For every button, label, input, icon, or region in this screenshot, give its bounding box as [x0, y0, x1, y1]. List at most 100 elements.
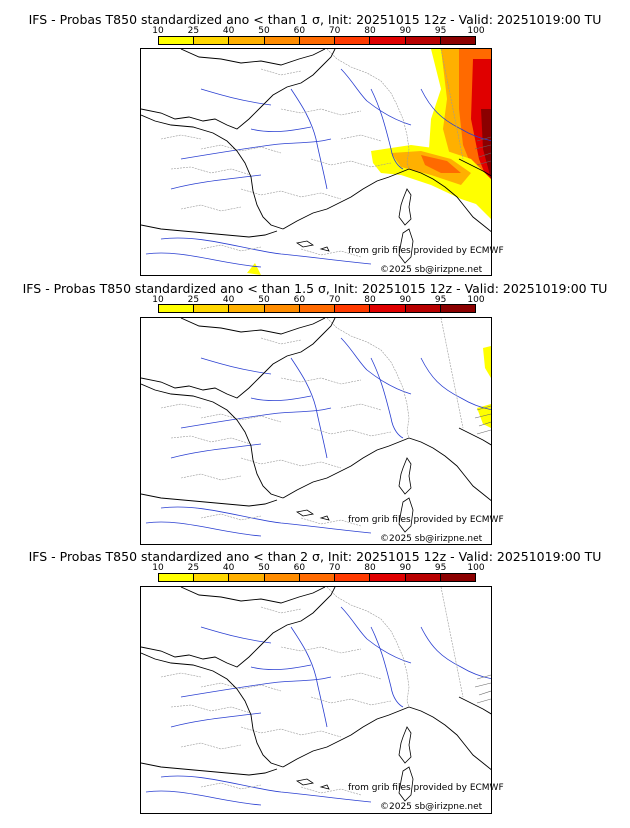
admin-border: [310, 158, 392, 168]
colorbar-segment: [194, 574, 230, 581]
river-line: [170, 443, 262, 459]
coastline: [141, 383, 284, 499]
coastline: [458, 696, 491, 715]
colorbar-tick-label: 100: [467, 26, 485, 36]
colorbar-tick-label: 80: [364, 563, 376, 573]
river-line: [180, 138, 332, 160]
colorbar-tick-label: 40: [222, 563, 235, 573]
admin-border: [200, 413, 282, 423]
colorbar-labels: 10 25 40 50 60 70 80 90 95 100: [152, 295, 484, 305]
colorbar-tick-label: 50: [258, 563, 270, 573]
colorbar-segment: [299, 574, 336, 581]
colorbar-tick-label: 10: [152, 563, 164, 573]
colorbar-segment: [335, 574, 371, 581]
admin-border: [180, 473, 242, 481]
coastline: [141, 652, 284, 768]
river-line: [420, 626, 491, 680]
coastline: [408, 437, 491, 501]
coastline: [141, 587, 336, 668]
coastline: [458, 427, 491, 446]
coastline: [141, 49, 336, 130]
admin-border: [200, 682, 282, 692]
colorbar-tick-label: 80: [364, 26, 376, 36]
admin-border: [260, 68, 302, 76]
admin-border: [200, 244, 262, 252]
river-line: [200, 626, 272, 644]
river-line: [180, 407, 332, 429]
admin-border: [300, 517, 362, 527]
admin-border: [240, 726, 342, 738]
colorbar-segment: [405, 574, 441, 581]
river-line: [145, 252, 262, 268]
map-canvas: [141, 49, 491, 275]
admin-border: [440, 49, 464, 160]
river-line: [290, 88, 328, 190]
colorbar-tick-label: 40: [222, 295, 235, 305]
river-line: [370, 88, 404, 170]
colorbar-tick-label: 95: [434, 295, 447, 305]
colorbar-segment: [159, 305, 195, 312]
panel-title: IFS - Probas T850 standardized ano < tha…: [28, 12, 602, 27]
river-line: [370, 357, 404, 439]
admin-border: [200, 513, 262, 521]
river-line: [170, 712, 262, 728]
river-line: [290, 626, 328, 728]
coastline: [408, 706, 491, 770]
map-canvas: [141, 318, 491, 537]
copyright-credit: ©2025 sb@irizpne.net: [380, 802, 483, 812]
island-outline: [398, 766, 414, 802]
admin-border: [260, 606, 302, 614]
river-line: [180, 676, 332, 698]
admin-border: [160, 403, 202, 409]
colorbar-segment: [370, 305, 406, 312]
colorbar: [158, 304, 476, 313]
colorbar: [158, 36, 476, 45]
colorbar-segment: [194, 37, 230, 44]
source-credit: from grib files provided by ECMWF: [348, 246, 504, 256]
coastline: [458, 158, 491, 177]
panel-title: IFS - Probas T850 standardized ano < tha…: [28, 549, 602, 564]
admin-border: [170, 435, 252, 445]
island-outline: [398, 457, 412, 495]
admin-border: [280, 377, 362, 385]
colorbar-tick-label: 50: [258, 26, 270, 36]
river-line: [340, 606, 412, 664]
colorbar-segment: [229, 37, 265, 44]
river-line: [160, 775, 372, 803]
river-line: [145, 790, 262, 806]
colorbar-segment: [299, 305, 336, 312]
river-line: [340, 337, 412, 395]
river-line: [250, 664, 312, 671]
colorbar-segment: [440, 574, 475, 581]
river-line: [160, 237, 372, 265]
copyright-credit: ©2025 sb@irizpne.net: [380, 265, 483, 275]
coastline: [141, 114, 284, 230]
island-outline: [398, 497, 414, 533]
coastline: [282, 706, 410, 768]
colorbar-segment: [299, 37, 336, 44]
coastline: [180, 587, 326, 604]
river-line: [340, 68, 412, 126]
admin-border: [310, 696, 392, 706]
coastline: [180, 49, 326, 66]
admin-border: [300, 786, 362, 796]
river-line: [145, 521, 262, 537]
colorbar-segment: [335, 305, 371, 312]
coastline: [282, 168, 410, 230]
admin-border: [170, 166, 252, 176]
colorbar-tick-label: 60: [293, 26, 306, 36]
island-outline: [398, 228, 414, 264]
river-line: [200, 88, 272, 106]
admin-border: [440, 318, 464, 429]
colorbar-tick-label: 90: [399, 26, 412, 36]
coastline: [408, 168, 491, 232]
colorbar-tick-label: 10: [152, 26, 164, 36]
source-credit: from grib files provided by ECMWF: [348, 515, 504, 525]
colorbar-segment: [440, 305, 475, 312]
coastline: [141, 762, 278, 776]
admin-border: [440, 587, 464, 698]
colorbar-tick-label: 90: [399, 563, 412, 573]
relief-hatch: [474, 405, 491, 435]
colorbar-tick-label: 25: [187, 26, 200, 36]
colorbar-segment: [159, 37, 195, 44]
